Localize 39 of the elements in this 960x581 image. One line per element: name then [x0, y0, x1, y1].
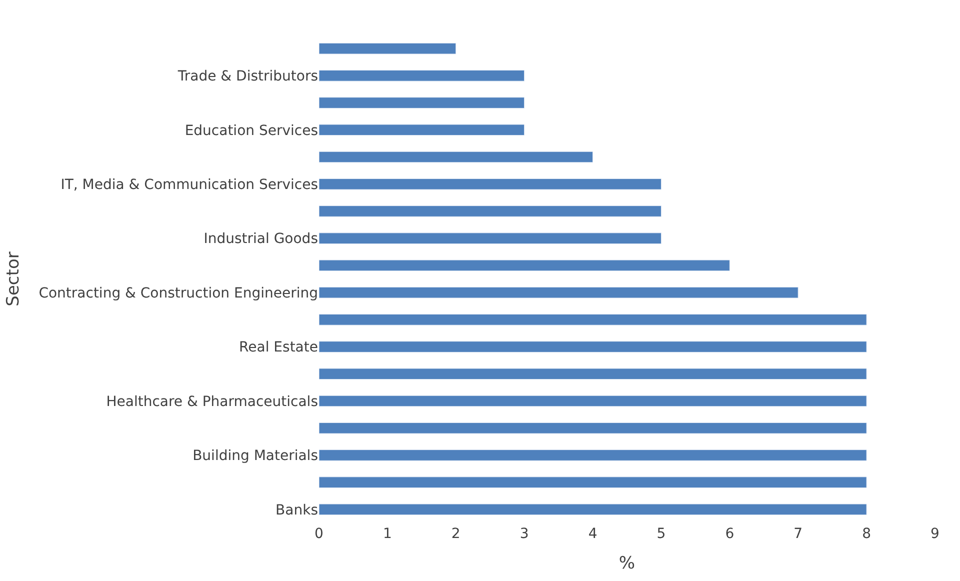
y-axis-title: Sector [3, 252, 24, 306]
y-tick-label: Trade & Distributors [176, 68, 318, 85]
x-tick-label: 5 [656, 526, 666, 542]
y-tick-label: Industrial Goods [204, 231, 318, 248]
bar [319, 314, 867, 326]
y-tick-label: IT, Media & Communication Services [60, 177, 318, 194]
bar [319, 70, 525, 82]
bar [319, 42, 456, 54]
y-tick-label: Contracting & Construction Engineering [38, 285, 318, 302]
bar [319, 368, 867, 380]
x-tick-label: 8 [862, 526, 872, 542]
bar [319, 395, 867, 407]
bar [319, 422, 867, 434]
y-tick-label: Building Materials [192, 448, 318, 464]
x-tick-label: 1 [382, 526, 392, 542]
y-tick-label: Banks [276, 502, 318, 518]
bar [319, 341, 867, 352]
bar [319, 476, 867, 488]
x-tick-label: 2 [451, 526, 460, 542]
bar [319, 206, 662, 217]
x-tick-label: 6 [725, 526, 734, 542]
bar [319, 178, 662, 190]
y-tick-label: Real Estate [239, 340, 318, 356]
x-tick-label: 4 [588, 526, 598, 542]
x-axis-title: % [618, 553, 636, 574]
x-tick-label: 9 [930, 526, 940, 542]
bar [319, 232, 662, 244]
bar [319, 124, 525, 136]
bar [319, 260, 730, 272]
x-tick-label: 0 [314, 526, 324, 542]
x-tick-label: 7 [794, 526, 803, 542]
bar [319, 450, 867, 461]
y-tick-label: Healthcare & Pharmaceuticals [106, 394, 318, 410]
bar [319, 286, 798, 298]
bar [319, 151, 594, 163]
x-tick-label: 3 [520, 526, 529, 542]
bar [319, 504, 867, 516]
y-tick-label: Education Services [184, 122, 318, 139]
bar [319, 97, 525, 108]
